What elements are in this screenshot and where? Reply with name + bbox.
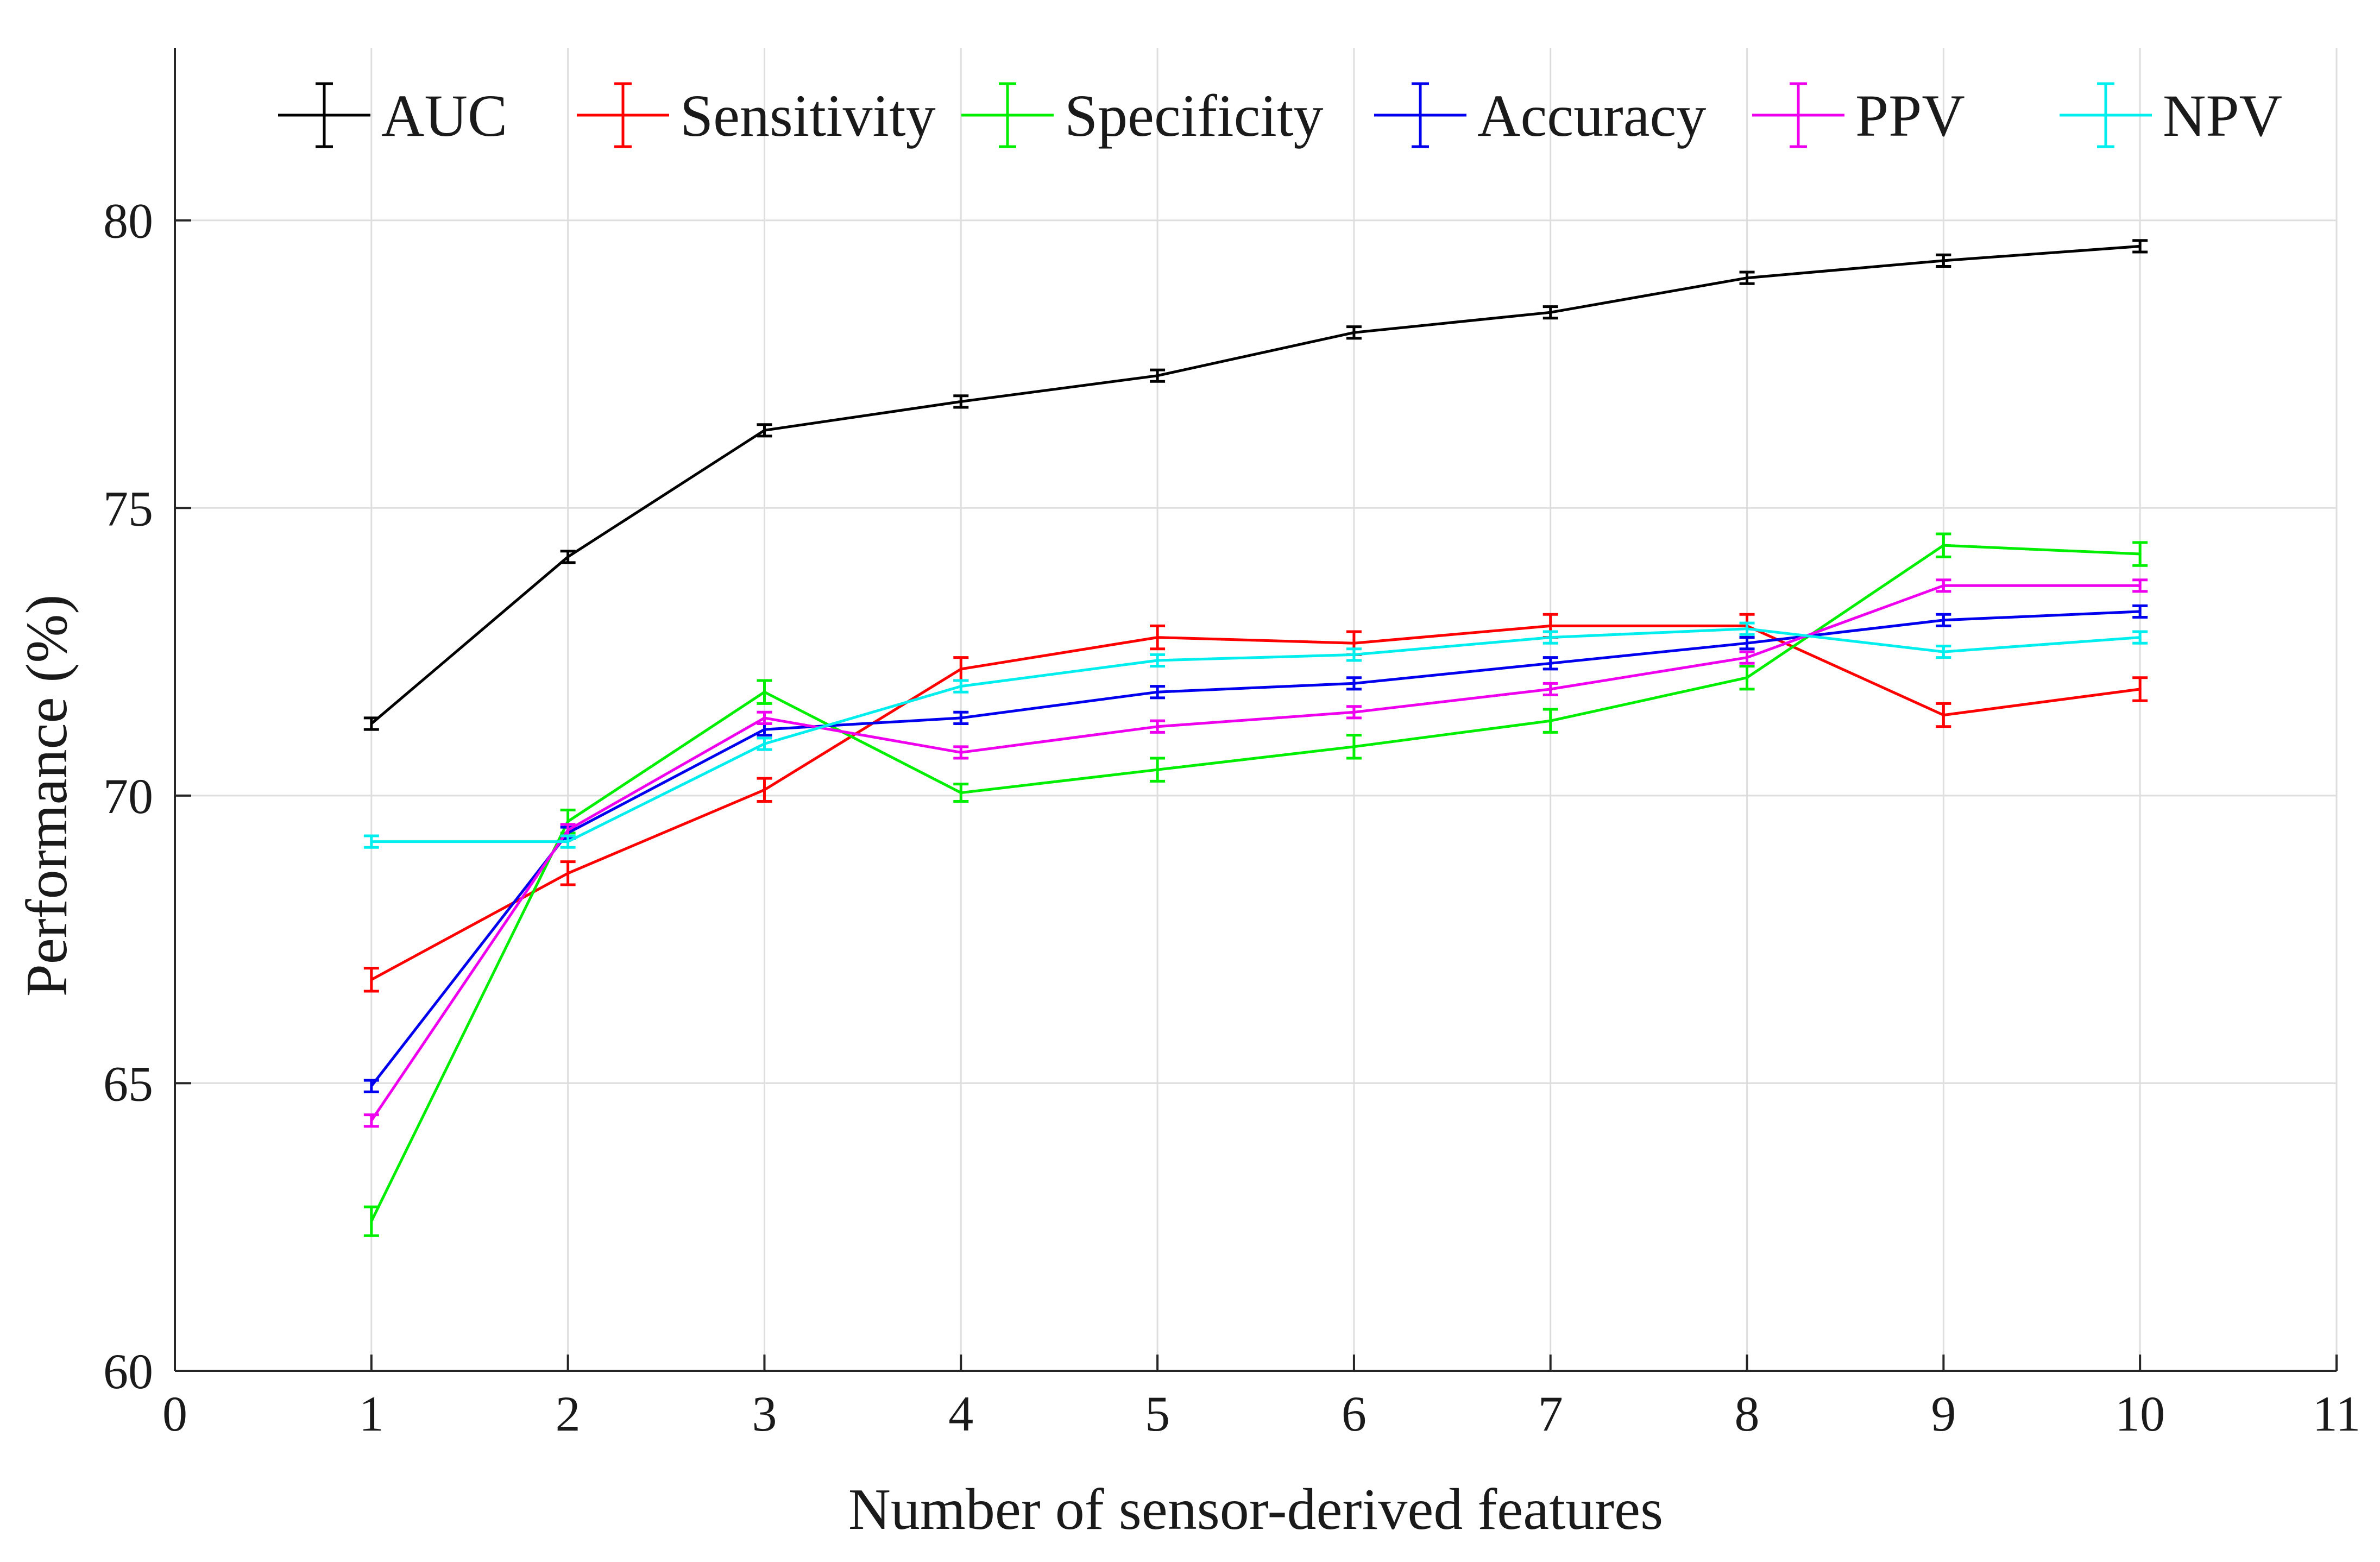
x-tick-label: 10 [2115,1386,2165,1441]
legend: AUC Sensitivity Specificity Accuracy PPV NPV [278,82,2282,149]
series-auc [363,239,2148,731]
legend-item-specificity: Specificity [961,82,1324,149]
y-axis-label: Performance (%) [15,595,79,997]
x-axis-label: Number of sensor-derived features [848,1477,1663,1542]
y-tick-label: 70 [103,769,153,824]
x-tick-label: 1 [359,1386,384,1441]
legend-label: Accuracy [1477,83,1706,149]
x-tick-label: 6 [1342,1386,1367,1441]
series-sensitivity [363,613,2148,993]
series-line [371,627,2140,843]
legend-item-accuracy: Accuracy [1374,82,1706,149]
x-tick-label: 9 [1931,1386,1956,1441]
x-tick-label: 11 [2313,1386,2361,1441]
legend-label: PPV [1855,83,1965,149]
series-layer [363,239,2148,1237]
series-ppv [363,578,2148,1128]
series-line [370,584,2140,1122]
y-tick-label: 60 [103,1344,153,1399]
x-tick-label: 3 [752,1386,777,1441]
series-accuracy [363,604,2148,1093]
y-tick-label: 80 [103,193,153,249]
x-tick-label: 0 [162,1386,187,1441]
grid-layer [174,48,2338,1372]
legend-label: NPV [2163,83,2282,149]
legend-label: Specificity [1065,83,1324,149]
x-tick-label: 7 [1538,1386,1563,1441]
x-tick-label: 4 [948,1386,973,1441]
series-line [370,610,2140,1087]
x-tick-label: 2 [556,1386,581,1441]
series-line [370,544,2140,1222]
axes-layer: 0 1 2 3 4 5 6 7 8 9 10 11 60 65 70 75 80 [103,48,2360,1441]
y-tick-label: 65 [103,1056,153,1111]
legend-item-auc: AUC [278,82,507,149]
legend-label: Sensitivity [680,83,936,149]
series-specificity [363,532,2148,1237]
series-npv [363,621,2148,849]
legend-item-npv: NPV [2060,82,2282,149]
x-tick-label: 8 [1735,1386,1760,1441]
legend-item-sensitivity: Sensitivity [577,82,936,149]
legend-label: AUC [381,83,507,149]
legend-item-ppv: PPV [1752,82,1965,149]
series-line [370,244,2140,725]
x-tick-label: 5 [1145,1386,1170,1441]
y-tick-label: 75 [103,481,153,536]
series-line [370,624,2140,981]
